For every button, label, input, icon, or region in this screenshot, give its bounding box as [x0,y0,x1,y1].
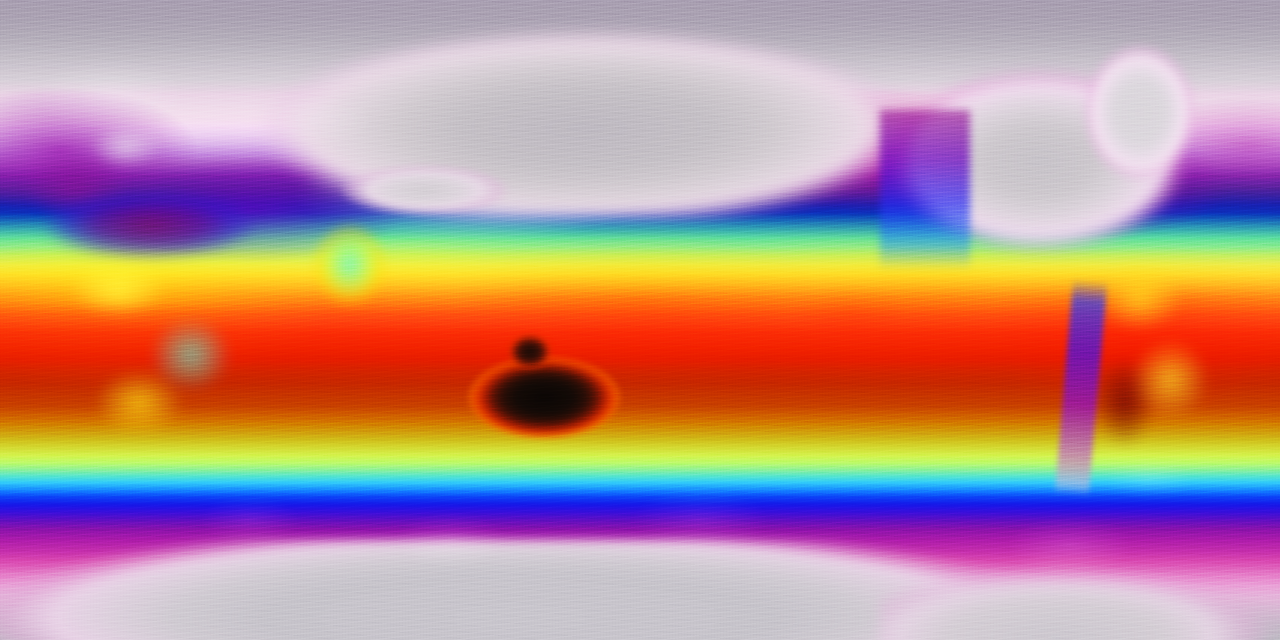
landmass-siberia [250,18,950,218]
landmass-rocky-mountains [880,110,970,270]
landmass-australia [455,345,645,450]
landmass-himalaya-tibet [330,155,520,225]
landmass-antarctica-east [880,560,1280,640]
landmass-north-america [880,60,1210,290]
landmass-africa [40,240,300,460]
landmass-andes [1054,278,1108,497]
landmass-australia-cape-york [500,330,560,374]
landmass-india [300,215,410,315]
landmass-antarctica [0,540,1080,640]
landmass-sahara [30,180,270,270]
landmass-europe [0,110,180,240]
landmass-greenland [1075,40,1210,185]
landmass-south-america [1060,260,1250,490]
